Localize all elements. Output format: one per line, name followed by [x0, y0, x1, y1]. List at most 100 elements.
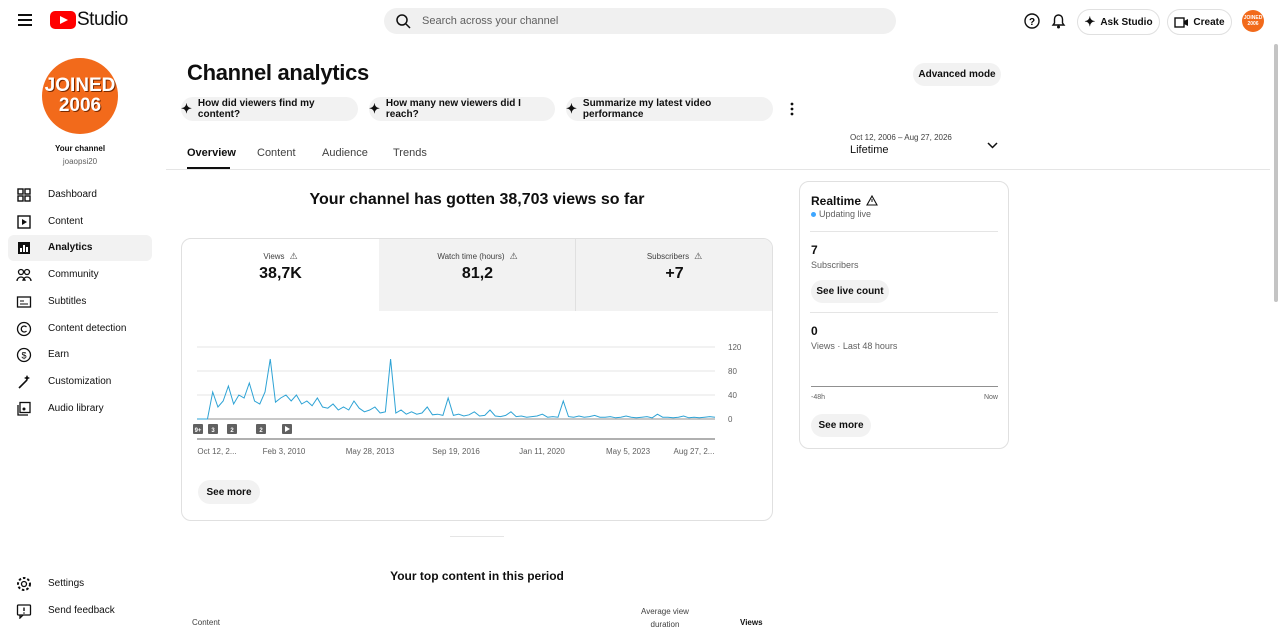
- metric-tab[interactable]: Views ⚠ 38,7K: [182, 239, 379, 311]
- prompt-chip[interactable]: ✦ Summarize my latest video performance: [566, 97, 773, 121]
- see-more-label: See more: [206, 486, 252, 498]
- page-title: Channel analytics: [187, 60, 369, 85]
- tab[interactable]: Overview: [187, 147, 236, 159]
- nav-icon: $: [16, 348, 32, 363]
- event-marker[interactable]: [208, 424, 218, 434]
- nav-icon: [16, 296, 32, 308]
- see-more-button[interactable]: See more: [811, 414, 871, 437]
- y-tick-label: 120: [728, 343, 742, 352]
- divider: [810, 231, 998, 232]
- header-avatar-line: 2006: [1247, 21, 1259, 27]
- axis-start: -48h: [811, 394, 826, 401]
- warning-icon: ⚠: [509, 251, 518, 261]
- x-tick-label: Sep 19, 2016: [432, 447, 480, 456]
- event-marker-label: 2: [259, 428, 263, 434]
- nav-icon: [18, 374, 30, 389]
- nav-item[interactable]: Send feedback: [48, 604, 115, 616]
- live-count-button[interactable]: See live count: [811, 280, 889, 303]
- column-header: Content: [192, 618, 221, 627]
- tab[interactable]: Content: [257, 147, 296, 159]
- prompt-text: How many new viewers did I reach?: [385, 98, 521, 120]
- nav-icon: [17, 577, 31, 591]
- menu-icon[interactable]: [18, 14, 32, 26]
- nav-icon: [16, 603, 32, 619]
- create-button[interactable]: Create: [1167, 9, 1232, 35]
- live-count-label: See live count: [816, 286, 884, 297]
- metric-label-row: Watch time (hours) ⚠: [379, 251, 576, 262]
- nav-icon: [16, 268, 32, 282]
- bell-icon[interactable]: [1051, 12, 1066, 29]
- event-marker[interactable]: [256, 424, 266, 434]
- x-tick-label: Aug 27, 2...: [674, 447, 715, 456]
- nav-icon: [17, 188, 31, 202]
- logo-icon[interactable]: [50, 11, 76, 29]
- axis-end: Now: [983, 394, 998, 401]
- sidebar: JOINED 2006 Your channel joaopsi20 Dashbo…: [0, 42, 165, 629]
- header-avatar-line: JOINED: [1243, 15, 1263, 21]
- realtime-subscribers: 7: [811, 243, 818, 257]
- metric-value: 81,2: [461, 265, 494, 282]
- tab-underline: [187, 167, 230, 169]
- channel-avatar[interactable]: JOINED 2006: [42, 58, 118, 134]
- event-marker[interactable]: [193, 424, 203, 434]
- warning-icon: ⚠: [289, 251, 298, 261]
- scrollbar[interactable]: [1274, 44, 1278, 302]
- views-label: Views · Last 48 hours: [811, 341, 898, 351]
- live-dot: [811, 212, 816, 217]
- prompt-text: Summarize my latest video performance: [582, 98, 712, 120]
- divider: [166, 169, 1270, 170]
- advanced-mode-button[interactable]: Advanced mode: [913, 63, 1001, 86]
- dropdown-icon[interactable]: [987, 142, 998, 149]
- tab[interactable]: Trends: [393, 147, 427, 159]
- metric-divider: [575, 239, 576, 311]
- nav-item[interactable]: Analytics: [48, 242, 93, 254]
- tab[interactable]: Audience: [322, 147, 368, 159]
- nav-icon: [16, 321, 32, 336]
- x-tick-label: May 5, 2023: [606, 447, 651, 456]
- channel-label: Your channel: [54, 144, 106, 153]
- divider: [450, 536, 504, 537]
- see-more-label: See more: [818, 420, 864, 431]
- svg-text:?: ?: [1029, 17, 1035, 28]
- header-avatar[interactable]: JOINED 2006: [1242, 10, 1264, 32]
- event-marker[interactable]: [227, 424, 237, 434]
- x-tick-label: Jan 11, 2020: [519, 447, 565, 456]
- search-box[interactable]: Search across your channel: [384, 8, 896, 34]
- nav-item[interactable]: Customization: [48, 375, 112, 387]
- realtime-title: Realtime: [811, 194, 862, 208]
- divider: [810, 312, 998, 313]
- help-icon[interactable]: ?: [1024, 13, 1040, 29]
- avatar-line: 2006: [58, 95, 102, 116]
- period[interactable]: Lifetime: [850, 144, 889, 156]
- subscribers-label: Subscribers: [811, 260, 859, 270]
- nav-item[interactable]: Content: [48, 215, 84, 227]
- nav-item[interactable]: Audio library: [48, 402, 104, 414]
- nav-item[interactable]: Content detection: [48, 322, 127, 334]
- nav-icon: [17, 214, 31, 229]
- logo-text[interactable]: Studio: [77, 9, 128, 30]
- date-range[interactable]: Oct 12, 2006 – Aug 27, 2026: [850, 133, 952, 142]
- prompt-chip[interactable]: ✦ How did viewers find my content?: [181, 97, 358, 121]
- prompt-chip[interactable]: ✦ How many new viewers did I reach?: [369, 97, 555, 121]
- column-header: Average view duration: [641, 607, 689, 629]
- nav-item[interactable]: Earn: [48, 349, 70, 361]
- more-icon[interactable]: [789, 102, 795, 116]
- nav-item[interactable]: Settings: [48, 578, 85, 589]
- nav-item[interactable]: Subtitles: [48, 295, 87, 307]
- event-marker-label: 9+: [195, 428, 202, 434]
- see-more-button[interactable]: See more: [198, 480, 260, 504]
- nav-item[interactable]: Community: [48, 269, 99, 281]
- metric-tab[interactable]: Subscribers ⚠ +7: [576, 239, 772, 311]
- event-marker-label: 2: [230, 428, 234, 434]
- metric-label-row: Subscribers ⚠: [576, 251, 772, 262]
- realtime-views: 0: [811, 324, 818, 338]
- metric-value: 38,7K: [259, 265, 302, 282]
- ask-studio-button[interactable]: ✦ Ask Studio: [1077, 9, 1160, 35]
- nav-icon: [18, 242, 30, 255]
- nav-item[interactable]: Dashboard: [48, 189, 97, 200]
- metric-tab[interactable]: Watch time (hours) ⚠ 81,2: [379, 239, 576, 311]
- metric-label-row: Views ⚠: [182, 251, 379, 262]
- video-marker-icon: [285, 426, 290, 432]
- avatar-line: JOINED: [44, 75, 116, 96]
